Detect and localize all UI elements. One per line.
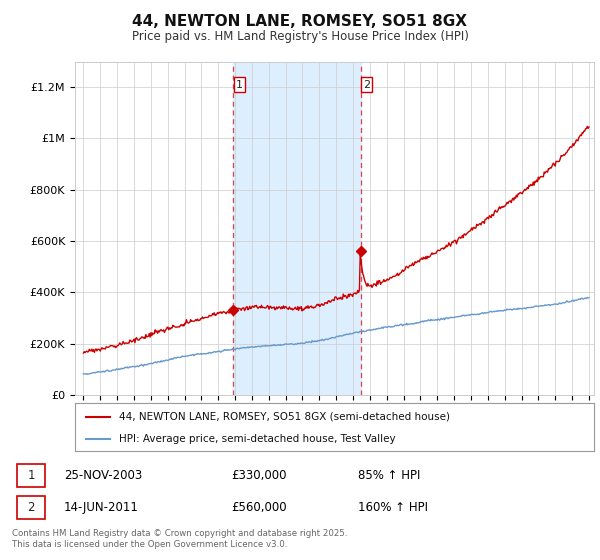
Text: 1: 1 <box>236 80 243 90</box>
Text: 160% ↑ HPI: 160% ↑ HPI <box>358 501 428 514</box>
Text: Price paid vs. HM Land Registry's House Price Index (HPI): Price paid vs. HM Land Registry's House … <box>131 30 469 43</box>
Text: 25-NOV-2003: 25-NOV-2003 <box>64 469 142 482</box>
Text: 44, NEWTON LANE, ROMSEY, SO51 8GX: 44, NEWTON LANE, ROMSEY, SO51 8GX <box>133 14 467 29</box>
Text: 85% ↑ HPI: 85% ↑ HPI <box>358 469 420 482</box>
Text: 2: 2 <box>27 501 35 514</box>
Text: 2: 2 <box>363 80 370 90</box>
Text: 14-JUN-2011: 14-JUN-2011 <box>64 501 139 514</box>
Text: HPI: Average price, semi-detached house, Test Valley: HPI: Average price, semi-detached house,… <box>119 434 396 444</box>
Text: Contains HM Land Registry data © Crown copyright and database right 2025.
This d: Contains HM Land Registry data © Crown c… <box>12 529 347 549</box>
Bar <box>233 62 361 395</box>
Text: 44, NEWTON LANE, ROMSEY, SO51 8GX (semi-detached house): 44, NEWTON LANE, ROMSEY, SO51 8GX (semi-… <box>119 412 450 422</box>
Text: £560,000: £560,000 <box>231 501 287 514</box>
FancyBboxPatch shape <box>17 464 46 487</box>
Text: £330,000: £330,000 <box>231 469 286 482</box>
FancyBboxPatch shape <box>17 496 46 519</box>
Text: 1: 1 <box>27 469 35 482</box>
